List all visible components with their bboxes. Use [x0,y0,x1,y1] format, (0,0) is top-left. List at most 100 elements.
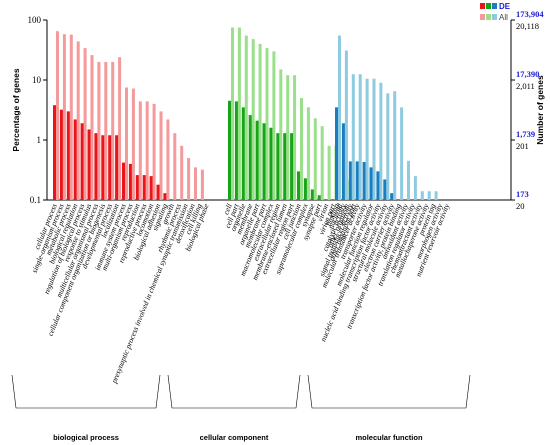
bar-de [269,127,273,200]
bar-all [351,74,355,200]
bar-de [303,178,307,200]
left-tick-label: 100 [28,15,42,25]
bar-de [115,135,119,200]
bar-all [386,93,390,200]
bar-all [97,61,101,200]
group-brackets: biological process cellular component mole… [11,374,471,442]
right-tick-label-de: 17,390 [516,69,539,79]
bar-all [427,191,431,200]
bar-all [293,75,297,200]
bar-all [279,69,283,200]
right-tick-label-de: 173,904 [516,9,544,19]
left-tick-label: 1 [37,135,42,145]
bar-all [400,107,404,200]
bar-all [83,48,87,200]
bar-all [56,31,59,200]
bar-all [272,51,276,200]
bar-all [237,27,241,201]
bar-all [90,55,94,201]
bar-all [152,103,156,200]
bar-all [145,101,149,200]
bar-de [276,133,280,200]
legend: DE All [480,2,511,22]
bar-all [344,50,348,201]
bar-all [180,145,184,200]
bar-de [283,133,287,200]
left-tick-label: 10 [32,75,42,85]
y-axis-label-right: Number of genes [535,75,545,145]
bar-de [108,135,112,200]
bar-de [262,123,266,200]
bar-de [390,193,394,200]
bar-de [156,184,160,200]
legend-all-swatch-3 [492,14,497,20]
bar-all [320,126,324,200]
bar-de [149,176,153,200]
bar-all [69,34,73,200]
bar-de [94,133,98,200]
bar-all [251,39,255,201]
bar-all [111,61,115,200]
legend-all-swatch-2 [486,14,491,20]
legend-all-label: All [499,13,508,22]
bar-de [66,111,70,200]
right-tick-label-all: 20,118 [516,21,539,31]
bar-all [125,87,128,200]
group-label: biological process [53,433,119,442]
bar-de [383,179,387,200]
bars [53,27,438,201]
bar-all [286,75,290,200]
bar-all [244,35,248,200]
bar-de [348,161,352,200]
bar-all [231,27,234,201]
legend-all-swatch-1 [480,14,485,20]
bar-all [379,82,383,200]
bar-de [228,100,231,200]
bar-all [420,191,424,200]
bar-all [434,191,438,200]
bar-all [258,43,262,200]
right-tick-label-all: 201 [516,141,529,151]
bar-de [341,123,345,200]
bar-de [335,107,338,200]
group-bracket [11,374,161,409]
bar-all [62,34,66,200]
bar-de [80,123,84,200]
legend-de-label: DE [499,2,511,11]
category-label: cell [221,202,233,216]
bar-de [241,107,245,200]
bar-all [338,35,341,200]
bar-all [358,74,362,200]
right-tick-label-de: 173 [516,189,529,199]
bar-all [138,101,142,200]
right-tick-label-all: 20 [516,201,525,211]
bar-de [135,175,139,200]
bar-all [413,176,417,200]
bar-all [200,169,204,200]
bar-all [173,133,177,200]
bar-all [159,111,163,200]
bar-all [306,107,310,200]
right-tick-label-de: 1,739 [516,129,535,139]
bar-all [76,41,80,200]
bar-de [234,101,238,200]
bar-all [104,61,108,200]
group-bracket [307,374,471,409]
left-tick-label: 0.1 [30,195,41,205]
bar-all [327,145,331,200]
group-label: molecular function [355,433,423,442]
y-axis-label-left: Percentage of genes [11,68,21,151]
group-label: cellular component [200,433,269,442]
bar-de [87,129,91,200]
bar-de [310,189,314,200]
bar-all [194,167,197,200]
legend-de-swatch-2 [486,3,491,9]
bar-de [163,193,167,200]
bar-de [53,105,56,200]
bar-de [59,109,63,200]
bar-all [166,119,170,200]
bar-de [101,135,105,200]
right-tick-label-all: 2,011 [516,81,535,91]
bar-all [313,118,317,200]
